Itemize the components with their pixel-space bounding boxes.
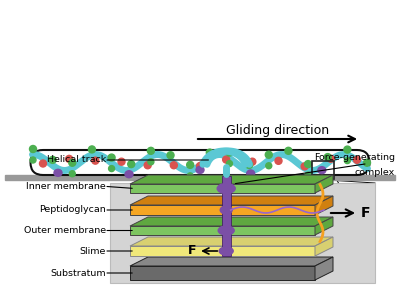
Polygon shape [130,237,333,246]
Ellipse shape [275,157,282,164]
Bar [110,183,375,283]
Polygon shape [315,196,333,215]
Ellipse shape [266,163,272,169]
Text: Helical track: Helical track [47,156,106,164]
Ellipse shape [187,161,194,168]
Ellipse shape [327,155,334,162]
Bar [222,176,231,256]
Ellipse shape [108,154,115,161]
Ellipse shape [108,166,114,172]
Bar [130,266,315,280]
Bar [130,226,315,235]
Ellipse shape [30,146,36,152]
Ellipse shape [218,226,234,235]
Ellipse shape [49,156,56,163]
Text: Inner membrane: Inner membrane [26,182,106,191]
Ellipse shape [206,149,213,156]
Text: Force-generating: Force-generating [314,153,395,162]
Polygon shape [130,196,333,205]
Ellipse shape [92,157,99,164]
Ellipse shape [301,163,308,170]
Bar [312,161,334,179]
Polygon shape [130,257,333,266]
Ellipse shape [40,160,46,167]
Ellipse shape [170,162,177,169]
Ellipse shape [30,157,36,163]
Ellipse shape [364,159,370,166]
Ellipse shape [265,151,272,158]
Text: Slime: Slime [80,247,106,255]
Ellipse shape [249,158,256,165]
Ellipse shape [219,247,233,255]
Ellipse shape [196,162,204,170]
Ellipse shape [285,147,292,154]
Text: Outer membrane: Outer membrane [24,226,106,235]
Ellipse shape [247,170,255,177]
Text: $\mathbf{F}$: $\mathbf{F}$ [360,206,370,220]
Ellipse shape [344,146,351,153]
Ellipse shape [167,152,174,159]
Ellipse shape [226,160,232,166]
Ellipse shape [54,169,62,176]
Ellipse shape [66,155,73,162]
Ellipse shape [344,158,350,164]
Polygon shape [315,257,333,280]
Bar [5,175,395,180]
Polygon shape [315,237,333,256]
Text: Peptidoglycan: Peptidoglycan [39,205,106,214]
Ellipse shape [88,146,96,153]
Ellipse shape [196,166,204,173]
Ellipse shape [125,171,133,178]
Polygon shape [130,217,333,226]
Ellipse shape [304,161,312,168]
Ellipse shape [223,156,230,163]
Ellipse shape [69,159,76,166]
Ellipse shape [246,162,253,168]
Polygon shape [315,175,333,193]
FancyBboxPatch shape [30,150,370,175]
Text: Gliding direction: Gliding direction [226,124,330,137]
Ellipse shape [305,172,311,178]
Ellipse shape [69,171,75,177]
Ellipse shape [187,173,193,179]
Bar [130,246,315,256]
Ellipse shape [128,161,135,168]
Ellipse shape [118,158,125,165]
Ellipse shape [324,154,331,161]
Bar [130,205,315,215]
Text: complex: complex [355,168,395,177]
Ellipse shape [144,162,151,169]
Polygon shape [130,175,333,184]
Polygon shape [315,217,333,235]
Ellipse shape [217,183,235,193]
Ellipse shape [226,149,233,156]
Ellipse shape [318,167,326,174]
Ellipse shape [354,156,360,163]
Bar [130,184,315,193]
Text: $\mathbf{F}$: $\mathbf{F}$ [187,245,196,257]
Ellipse shape [148,159,154,165]
Ellipse shape [220,206,232,214]
Ellipse shape [147,147,154,154]
Text: Substratum: Substratum [50,269,106,278]
